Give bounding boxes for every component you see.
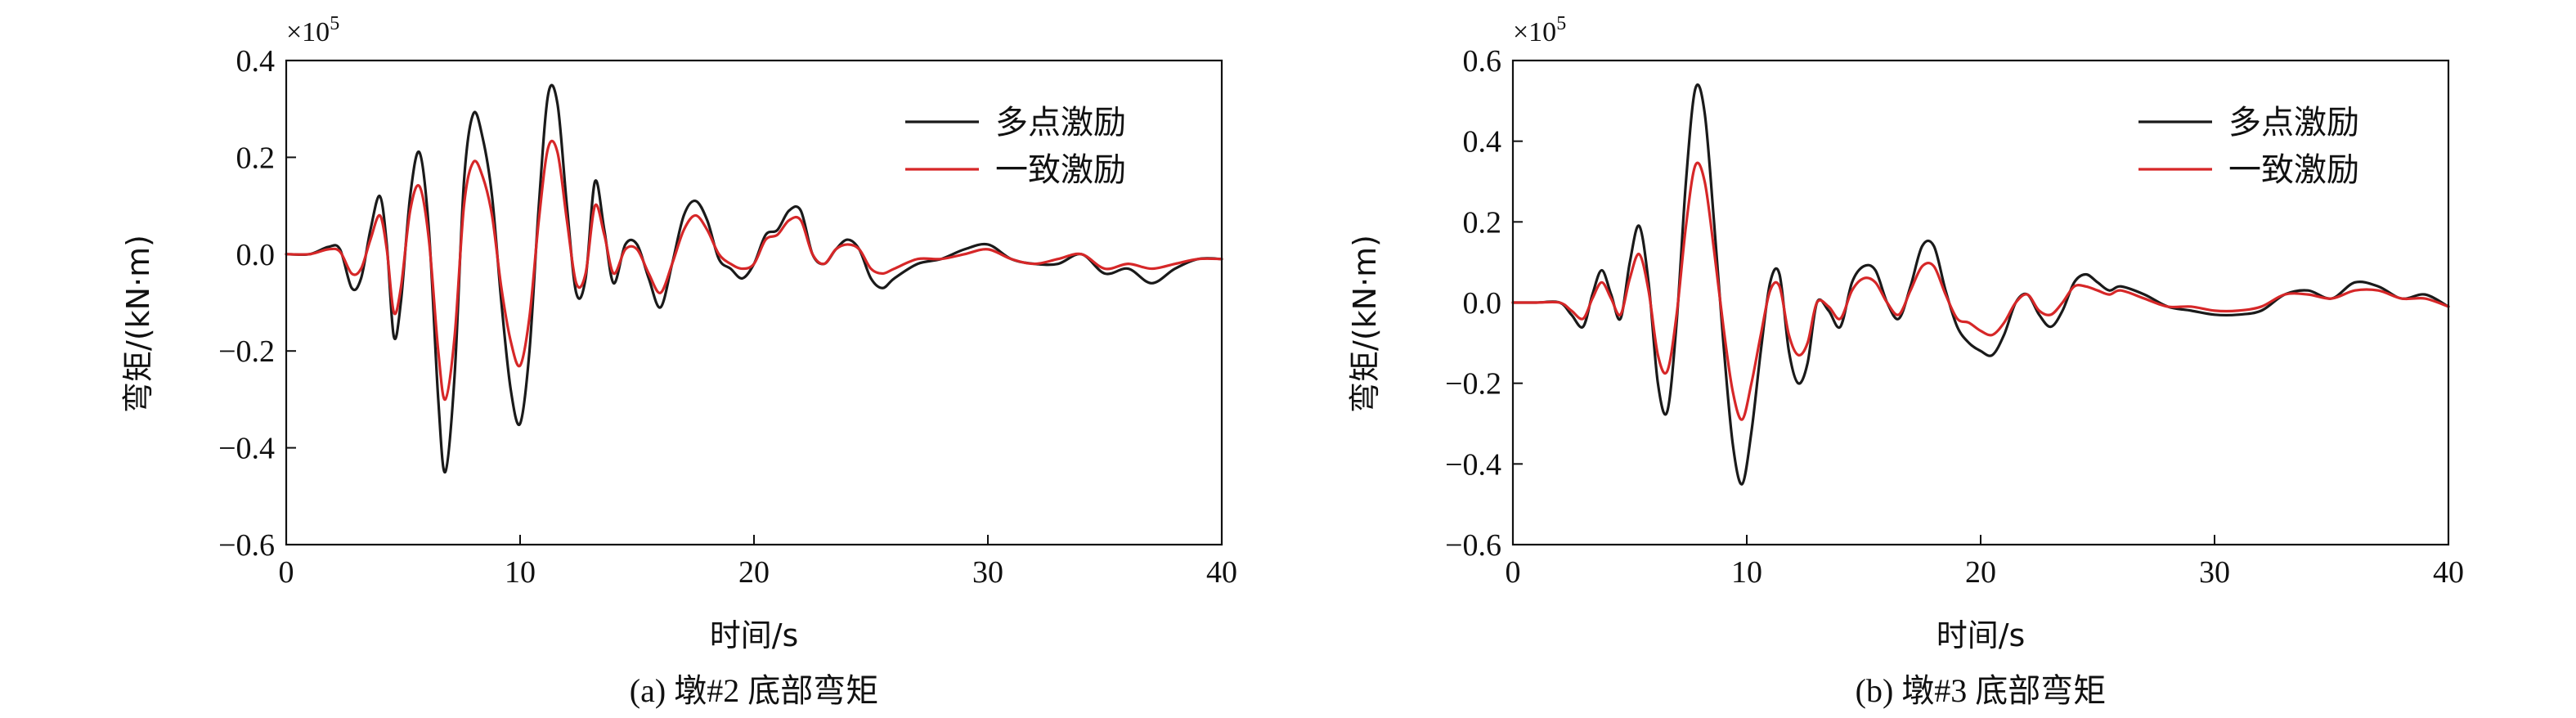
series-line-b-multi-point	[1511, 83, 2450, 486]
x-tick-label-a: 40	[1206, 555, 1237, 590]
plot-frame-a	[285, 59, 1223, 546]
y-tick-label-a: 0.4	[236, 44, 276, 79]
svg-text:弯矩/(kN·m): 弯矩/(kN·m)	[1347, 235, 1383, 413]
series-group-b	[1511, 83, 2450, 486]
chart-panel-b: ×105 弯矩/(kN·m) 0.6 0.4 0.2 0.0 −0.2 −0.4 −0.60…	[1347, 13, 2464, 709]
legend-label-a-uniform: 一致激励	[995, 151, 1126, 189]
y-tick-label-a: −0.6	[218, 528, 275, 563]
x-tick-label-a: 0	[279, 555, 294, 590]
x-tick-label-a: 30	[972, 555, 1003, 590]
axis-ticks-a: 0.4 0.2 0.0 −0.2 −0.4 −0.60 10 20 30 40	[218, 44, 1237, 590]
y-multiplier-a: ×105	[286, 13, 339, 47]
caption-b: (b) 墩#3 底部弯矩	[1856, 672, 2107, 709]
y-tick-label-a: −0.2	[218, 334, 275, 369]
legend-b: 多点激励 一致激励	[2138, 104, 2359, 189]
series-group-a	[285, 83, 1223, 473]
x-tick-label-b: 20	[1965, 555, 1996, 590]
y-tick-label-b: 0.0	[1463, 286, 1502, 321]
legend-a: 多点激励 一致激励	[905, 104, 1126, 189]
y-tick-label-b: −0.6	[1445, 528, 1501, 563]
y-tick-label-a: −0.4	[218, 432, 275, 466]
y-tick-label-a: 0.0	[236, 238, 276, 272]
caption-a: (a) 墩#2 底部弯矩	[630, 672, 878, 709]
x-tick-label-b: 30	[2199, 555, 2230, 590]
y-tick-label-b: 0.4	[1463, 125, 1502, 159]
plot-frame-b	[1511, 59, 2450, 546]
x-tick-label-b: 0	[1506, 555, 1521, 590]
y-axis-label-a: 弯矩/(kN·m)	[120, 235, 156, 413]
x-axis-label-a: 时间/s	[710, 617, 799, 653]
legend-label-b-uniform: 一致激励	[2228, 151, 2359, 189]
x-axis-label-b: 时间/s	[1936, 617, 2026, 653]
x-tick-label-a: 20	[738, 555, 770, 590]
series-line-b-uniform	[1511, 161, 2450, 421]
y-tick-label-b: 0.2	[1463, 205, 1502, 240]
y-tick-label-b: −0.4	[1445, 447, 1501, 482]
y-tick-label-a: 0.2	[236, 141, 276, 175]
axis-ticks-b: 0.6 0.4 0.2 0.0 −0.2 −0.4 −0.60 10 20 30 40	[1445, 44, 2464, 590]
y-tick-label-b: 0.6	[1463, 44, 1502, 79]
x-tick-label-a: 10	[505, 555, 536, 590]
legend-label-a-multi: 多点激励	[995, 104, 1126, 141]
series-line-a-multi-point	[285, 83, 1223, 473]
y-axis-label-b: 弯矩/(kN·m)	[1347, 235, 1383, 413]
chart-panel-a: ×105 弯矩/(kN·m) 0.4 0.2 0.0 −0.2 −0.4 −0.60 10 2…	[120, 13, 1237, 709]
x-tick-label-b: 10	[1731, 555, 1762, 590]
legend-label-b-multi: 多点激励	[2228, 104, 2359, 141]
series-line-a-uniform	[285, 139, 1223, 402]
y-tick-label-b: −0.2	[1445, 367, 1501, 402]
y-multiplier-b: ×105	[1513, 13, 1566, 47]
x-tick-label-b: 40	[2433, 555, 2464, 590]
svg-text:弯矩/(kN·m): 弯矩/(kN·m)	[120, 235, 156, 413]
